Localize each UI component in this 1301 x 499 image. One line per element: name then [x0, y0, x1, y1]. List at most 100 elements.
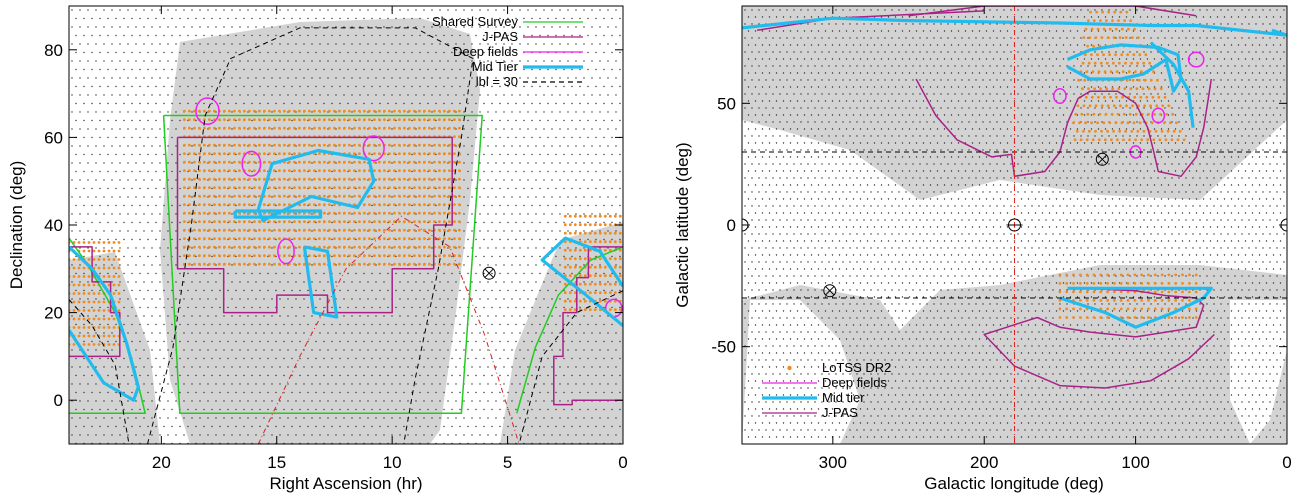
grid-dot	[231, 400, 233, 402]
lotss-dr2-point	[288, 220, 291, 224]
grid-dot	[143, 128, 145, 130]
lotss-dr2-point	[403, 118, 406, 121]
grid-dot	[607, 128, 609, 130]
grid-dot	[103, 26, 105, 28]
lotss-dr2-point	[273, 245, 276, 249]
grid-dot	[371, 204, 373, 207]
lotss-dr2-point	[443, 237, 446, 241]
lotss-dr2-point	[248, 245, 251, 249]
grid-dot	[559, 264, 561, 266]
grid-dot	[435, 425, 437, 428]
grid-dot	[427, 17, 429, 20]
lotss-dr2-point	[423, 203, 426, 207]
lotss-dr2-point	[263, 262, 266, 266]
grid-dot	[243, 51, 245, 54]
grid-dot	[239, 349, 241, 351]
grid-dot	[387, 408, 389, 411]
grid-dot	[555, 204, 557, 207]
lotss-dr2-point	[72, 300, 76, 304]
grid-dot	[591, 77, 593, 79]
grid-dot	[431, 43, 433, 45]
grid-dot	[167, 264, 169, 266]
grid-dot	[183, 94, 185, 96]
lotss-dr2-point	[343, 186, 346, 190]
lotss-dr2-point	[102, 258, 106, 261]
grid-dot	[207, 383, 209, 385]
grid-dot	[83, 136, 85, 139]
grid-dot	[195, 51, 197, 54]
grid-dot	[399, 60, 401, 62]
grid-dot	[547, 289, 549, 292]
grid-dot	[111, 77, 113, 79]
lotss-dr2-point	[82, 317, 86, 321]
grid-dot	[435, 374, 437, 377]
grid-dot	[123, 357, 125, 360]
grid-dot	[131, 153, 133, 156]
grid-dot	[151, 281, 153, 283]
lotss-dr2-point	[243, 118, 246, 121]
grid-dot	[147, 68, 149, 71]
grid-dot	[535, 60, 537, 62]
grid-dot	[251, 408, 253, 411]
grid-dot	[247, 349, 249, 351]
grid-dot	[427, 272, 429, 275]
grid-dot	[507, 153, 509, 156]
grid-dot	[187, 425, 189, 428]
grid-dot	[175, 366, 177, 368]
lotss-dr2-point	[318, 160, 321, 164]
grid-dot	[451, 85, 453, 88]
grid-dot	[423, 94, 425, 96]
lotss-dr2-point	[588, 223, 592, 227]
grid-dot	[135, 145, 137, 147]
lotss-dr2-point	[82, 300, 86, 304]
grid-dot	[311, 145, 313, 147]
grid-dot	[91, 153, 93, 156]
lotss-dr2-point	[568, 274, 572, 278]
grid-dot	[347, 425, 349, 428]
grid-dot	[331, 17, 333, 20]
grid-dot	[587, 238, 589, 241]
grid-dot	[379, 425, 381, 428]
grid-dot	[335, 60, 337, 62]
grid-dot	[147, 238, 149, 241]
grid-dot	[539, 340, 541, 343]
grid-dot	[611, 323, 613, 326]
lotss-dr2-point	[92, 343, 96, 346]
grid-dot	[103, 179, 105, 181]
grid-dot	[423, 60, 425, 62]
grid-dot	[595, 68, 597, 71]
grid-dot	[99, 85, 101, 88]
grid-dot	[107, 238, 109, 241]
grid-dot	[283, 102, 285, 105]
grid-dot	[191, 349, 193, 351]
grid-dot	[543, 332, 545, 334]
grid-dot	[283, 340, 285, 343]
grid-dot	[515, 425, 517, 428]
lotss-dr2-point	[413, 126, 416, 130]
grid-dot	[619, 391, 621, 394]
grid-dot	[351, 213, 353, 215]
lotss-dr2-point	[213, 169, 216, 173]
grid-dot	[531, 85, 533, 88]
grid-dot	[619, 255, 621, 258]
grid-dot	[123, 306, 125, 309]
lotss-dr2-point	[358, 109, 361, 113]
grid-dot	[299, 425, 301, 428]
grid-dot	[123, 85, 125, 88]
grid-dot	[343, 43, 345, 45]
grid-dot	[131, 68, 133, 71]
grid-dot	[439, 60, 441, 62]
grid-dot	[515, 153, 517, 156]
lotss-dr2-point	[248, 109, 251, 113]
lotss-dr2-point	[608, 291, 612, 295]
grid-dot	[151, 400, 153, 402]
grid-dot	[495, 145, 497, 147]
grid-dot	[567, 264, 569, 266]
grid-dot	[579, 153, 581, 156]
grid-dot	[535, 349, 537, 351]
grid-dot	[391, 383, 393, 385]
grid-dot	[559, 383, 561, 385]
grid-dot	[79, 400, 81, 402]
grid-dot	[527, 128, 529, 130]
grid-dot	[207, 349, 209, 351]
